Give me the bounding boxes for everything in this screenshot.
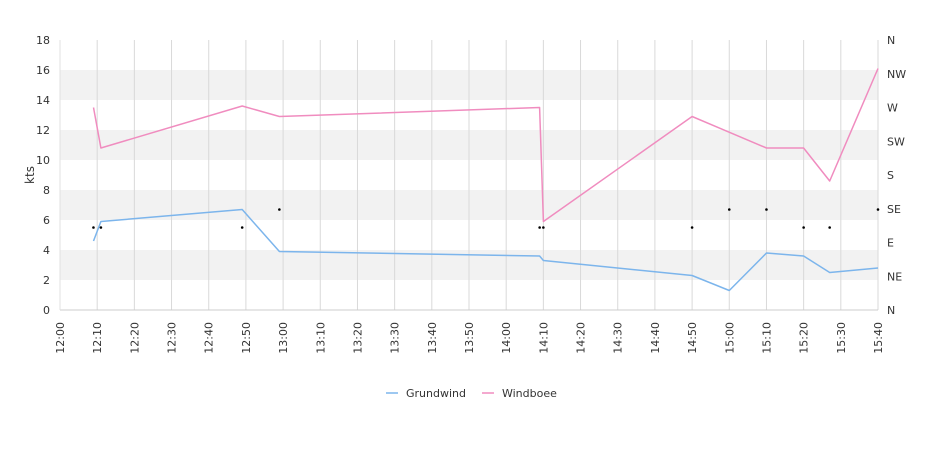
x-tick-label: 13:40 <box>426 322 439 354</box>
windrichtung-point <box>727 208 731 211</box>
y-tick-label: 12 <box>36 124 50 137</box>
y-tick-label: 6 <box>43 214 50 227</box>
right-axis-tick-label: SW <box>887 135 905 148</box>
y-tick-label: 10 <box>36 154 50 167</box>
grundwind-line <box>92 208 879 292</box>
windboee-line <box>92 68 879 223</box>
y-tick-label: 8 <box>43 184 50 197</box>
windrichtung-point <box>99 226 103 229</box>
windrichtung-point <box>538 226 541 229</box>
x-tick-label: 15:20 <box>798 322 811 354</box>
x-tick-label: 14:00 <box>500 322 513 354</box>
right-axis-tick-label: SE <box>887 203 901 216</box>
x-tick-label: 15:00 <box>723 322 736 354</box>
right-axis-tick-label: N <box>887 304 895 317</box>
right-axis-tick-label: NW <box>887 68 906 81</box>
x-tick-label: 13:50 <box>463 322 476 354</box>
windrichtung-point <box>876 208 880 211</box>
x-tick-label: 12:10 <box>91 322 104 354</box>
y-tick-label: 4 <box>43 244 50 257</box>
x-tick-label: 14:10 <box>537 322 550 354</box>
windrichtung-point <box>802 226 805 229</box>
x-tick-label: 13:00 <box>277 322 290 354</box>
x-tick-label: 12:20 <box>128 322 141 354</box>
x-tick-label: 12:00 <box>54 322 67 354</box>
x-tick-label: 15:10 <box>760 322 773 354</box>
y-tick-label: 16 <box>36 64 50 77</box>
windrichtung-point <box>240 226 244 229</box>
x-tick-label: 12:50 <box>240 322 253 354</box>
x-tick-label: 13:10 <box>314 322 327 354</box>
right-axis-tick-label: NE <box>887 270 902 283</box>
x-tick-label: 13:20 <box>351 322 364 354</box>
windrichtung-point <box>765 208 768 211</box>
x-tick-label: 14:30 <box>612 322 625 354</box>
right-axis-tick-label: S <box>887 169 894 182</box>
legend-item-grundwind: Grundwind <box>406 387 466 400</box>
windrichtung-point <box>278 208 281 211</box>
x-tick-label: 14:40 <box>649 322 662 354</box>
legend-item-windboee: Windboee <box>502 387 557 400</box>
x-tick-label: 15:40 <box>872 322 885 354</box>
y-tick-label: 2 <box>43 274 50 287</box>
x-tick-label: 12:30 <box>166 322 179 354</box>
y-tick-label: 18 <box>36 34 50 47</box>
x-tick-label: 15:30 <box>835 322 848 354</box>
windrichtung-point <box>92 226 95 229</box>
windrichtung-point <box>542 226 545 229</box>
windrichtung-point <box>828 226 831 229</box>
y-tick-label: 14 <box>36 94 50 107</box>
windrichtung-point <box>690 226 694 229</box>
right-axis-tick-label: W <box>887 102 898 115</box>
x-tick-label: 13:30 <box>389 322 402 354</box>
right-axis-tick-label: N <box>887 34 895 47</box>
y-tick-label: 0 <box>43 304 50 317</box>
right-axis-tick-label: E <box>887 237 894 250</box>
x-tick-label: 14:20 <box>575 322 588 354</box>
x-tick-label: 12:40 <box>203 322 216 354</box>
x-tick-label: 14:50 <box>686 322 699 354</box>
y-axis-label: kts <box>23 166 37 184</box>
